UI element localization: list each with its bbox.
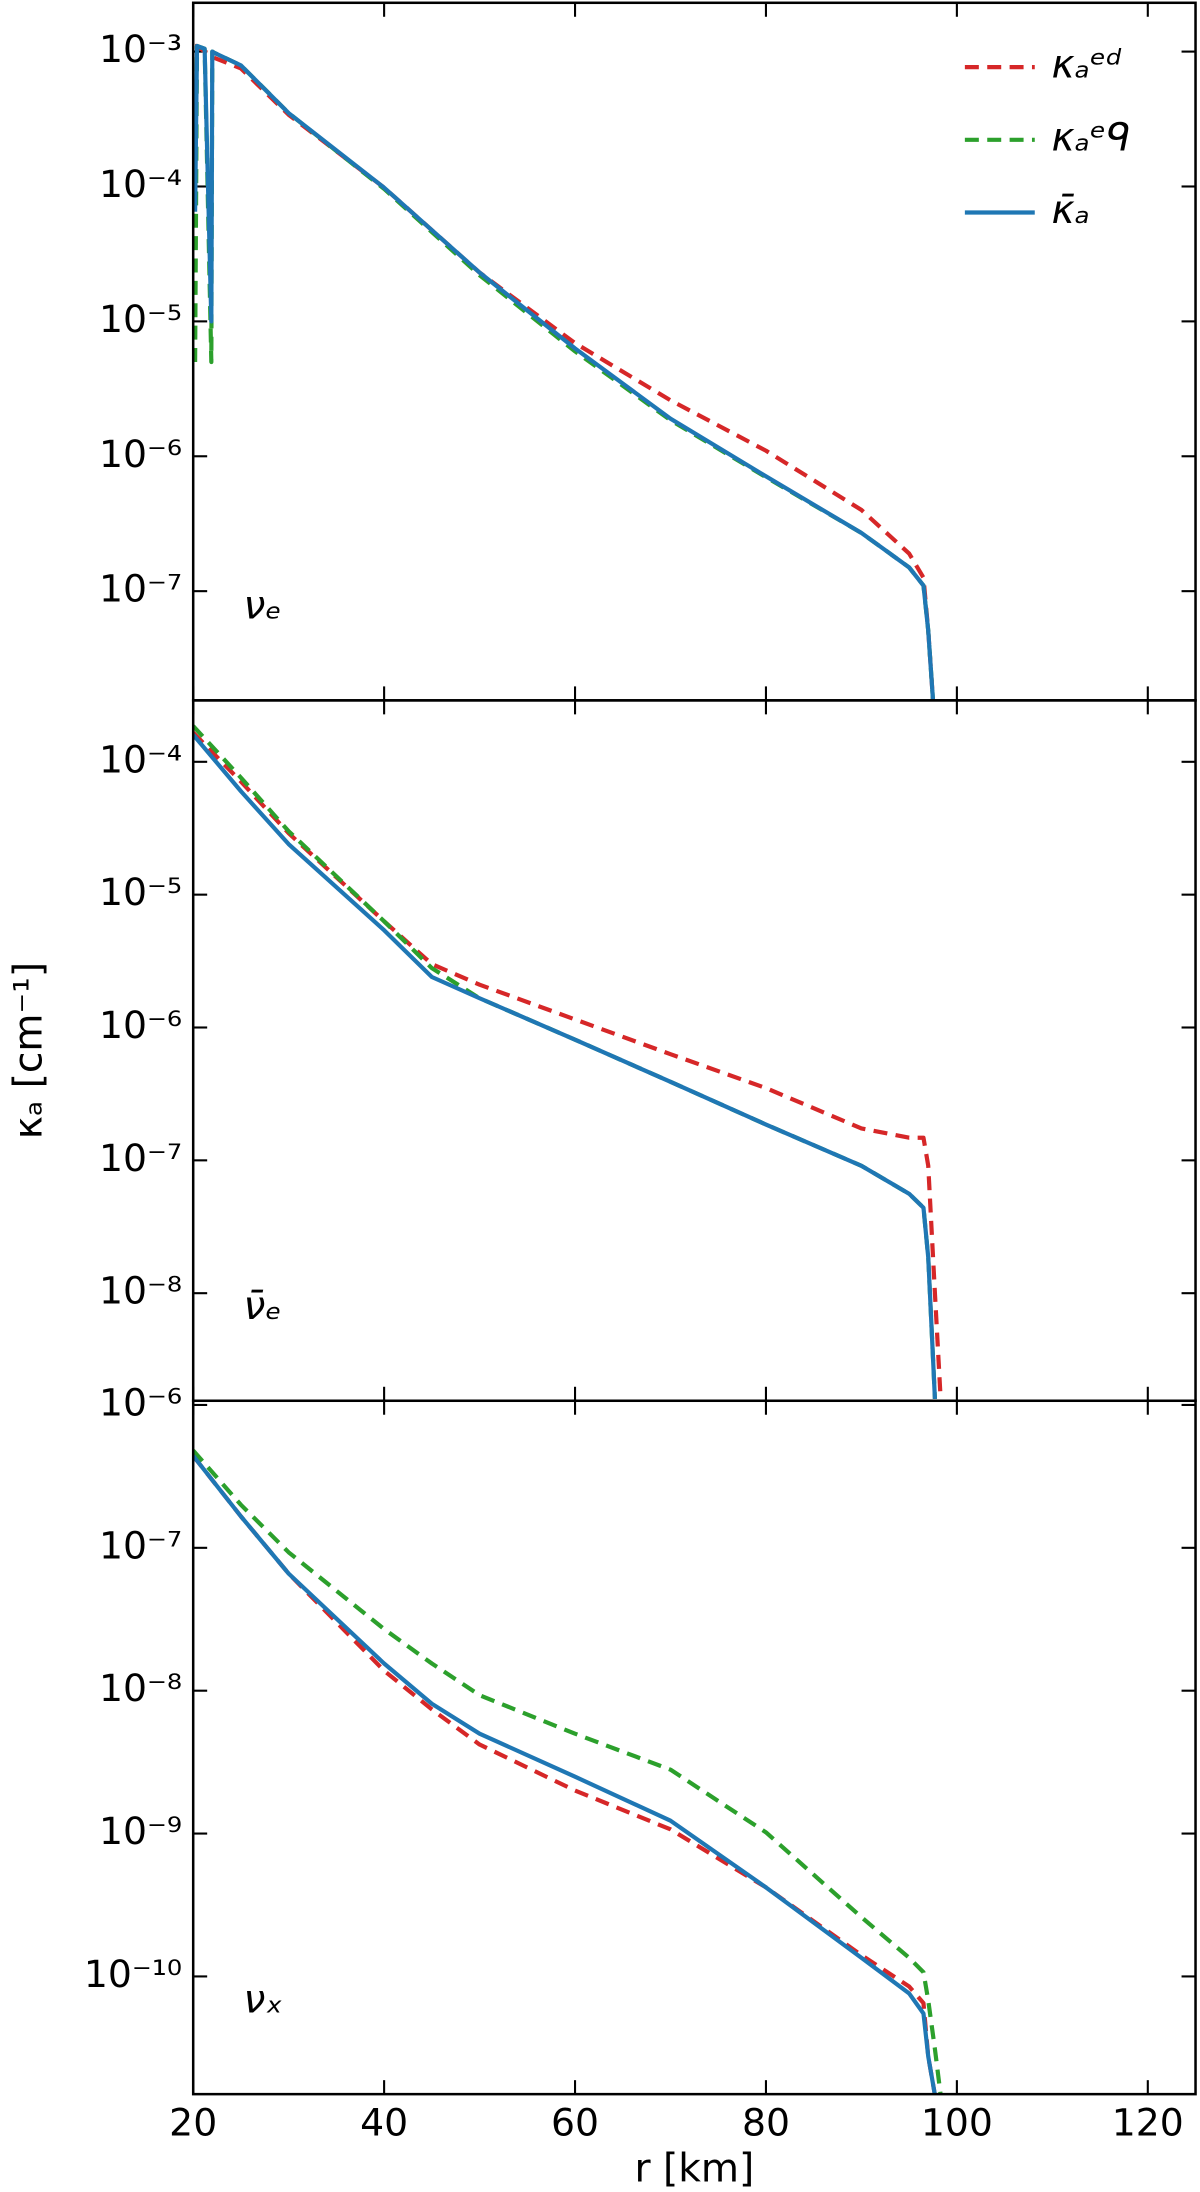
x-axis-label: r [km] <box>634 2147 754 2192</box>
y-axis-label: κₐ [cm⁻¹] <box>7 962 52 1139</box>
y-tick-label: 10⁻⁸ <box>99 1666 182 1710</box>
y-tick-label: 10⁻⁵ <box>99 870 182 914</box>
y-tick-label: 10⁻⁷ <box>99 1523 182 1567</box>
y-tick-label: 10⁻⁵ <box>99 297 182 341</box>
x-tick-label: 20 <box>169 2100 217 2144</box>
x-tick-label: 120 <box>1112 2100 1184 2144</box>
y-tick-label: 10⁻⁶ <box>99 1380 182 1424</box>
x-tick-label: 80 <box>742 2100 790 2144</box>
axes-frame <box>191 1 1197 702</box>
y-tick-label: 10⁻⁶ <box>99 432 182 476</box>
y-tick-label: 10⁻⁷ <box>99 567 182 611</box>
y-tick-label: 10⁻⁹ <box>99 1809 182 1853</box>
series-line <box>194 43 936 701</box>
legend-label: κ̄ₐ <box>1052 188 1090 233</box>
panel-label: νₓ <box>244 1977 283 2022</box>
series-line <box>193 724 938 1400</box>
y-tick-label: 10⁻¹⁰ <box>84 1952 182 1996</box>
legend-label: κₐᵉᵈ <box>1052 43 1123 88</box>
series-line <box>193 1454 937 2095</box>
axes-frame <box>191 699 1197 1403</box>
y-tick-label: 10⁻⁴ <box>99 737 182 781</box>
y-tick-label: 10⁻⁸ <box>99 1269 182 1313</box>
y-tick-label: 10⁻⁶ <box>99 1003 182 1047</box>
series-line <box>193 1454 937 2095</box>
y-tick-label: 10⁻³ <box>99 27 182 71</box>
series-line <box>193 733 938 1400</box>
x-tick-label: 60 <box>551 2100 599 2144</box>
y-tick-label: 10⁻⁴ <box>99 162 182 206</box>
panel-label: ν̄ₑ <box>244 1284 282 1329</box>
series-line <box>193 43 936 701</box>
axes-frame <box>191 1399 1197 2096</box>
legend-label: κₐᵉᑫ <box>1052 115 1131 160</box>
series-line <box>193 43 936 701</box>
x-tick-label: 40 <box>360 2100 408 2144</box>
series-line <box>193 1449 943 2095</box>
y-tick-label: 10⁻⁷ <box>99 1136 182 1180</box>
series-line <box>193 731 943 1400</box>
x-tick-label: 100 <box>921 2100 993 2144</box>
panel-label: νₑ <box>244 584 282 629</box>
